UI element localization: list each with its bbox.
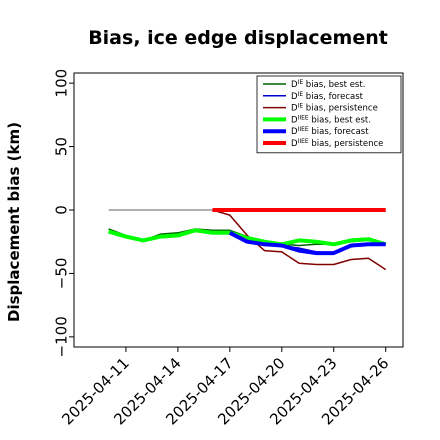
y-axis-label: Displacement bias (km) <box>5 122 23 322</box>
y-tick-label: −50 <box>53 258 71 290</box>
y-tick-label: −100 <box>53 316 71 357</box>
series-line-4 <box>108 228 387 247</box>
series-line-5 <box>228 231 386 256</box>
legend-label-2: DIE bias, forecast <box>291 91 364 102</box>
legend: DIE bias, best est.DIE bias, forecastDIE… <box>256 75 402 154</box>
legend-label-5: DIIEE bias, forecast <box>291 126 369 137</box>
legend-label-6: DIIEE bias, persistence <box>291 138 383 149</box>
y-tick-label: 0 <box>53 205 71 215</box>
series-line-3 <box>212 209 387 271</box>
plot-layer <box>108 208 387 271</box>
y-tick-label: 100 <box>53 69 71 98</box>
legend-label-1: DIE bias, best est. <box>291 79 365 90</box>
legend-label-4: DIIEE bias, best est. <box>291 114 371 125</box>
chart-title: Bias, ice edge displacement <box>88 27 388 49</box>
y-tick-label: 50 <box>53 137 71 156</box>
legend-label-3: DIE bias, persistence <box>291 103 378 114</box>
legend-box <box>256 75 402 154</box>
